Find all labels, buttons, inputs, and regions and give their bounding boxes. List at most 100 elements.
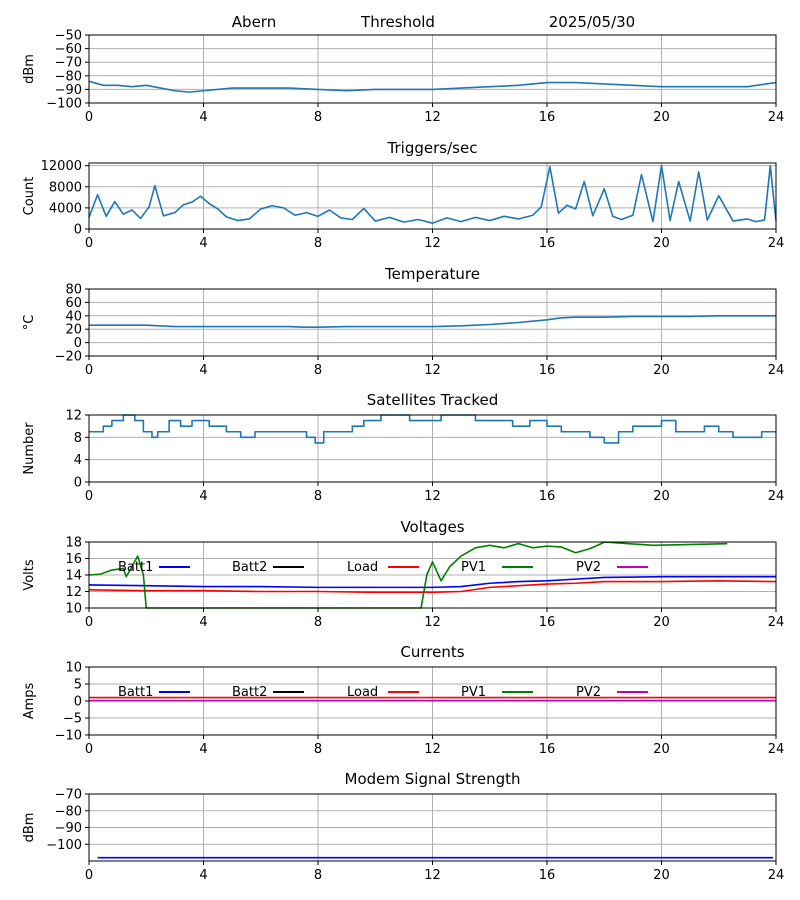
- panel3-ytick-label-3: 40: [65, 309, 82, 324]
- panel2-ylabel: Count: [22, 177, 37, 216]
- panel6-ytick-label-1: −5: [63, 712, 82, 727]
- panel1-xtick-label-5: 20: [653, 110, 670, 125]
- panel6-xtick-label-1: 4: [199, 742, 207, 757]
- panel5-xtick-label-5: 20: [653, 615, 670, 630]
- panel2-ytick-label-0: 0: [74, 223, 82, 238]
- panel6-legend-label-load: Load: [347, 685, 378, 700]
- panel5-series-pv1-line: [88, 541, 728, 609]
- panel6-legend-label-batt2: Batt2: [232, 685, 267, 700]
- panel7-ylabel: dBm: [22, 813, 37, 843]
- panel3-ytick-label-4: 60: [65, 296, 82, 311]
- panel1-ylabel: dBm: [22, 54, 37, 84]
- panel5-ylabel: Volts: [22, 559, 37, 591]
- panel5-series-load-line: [88, 579, 777, 594]
- panel2-xtick-label-2: 8: [314, 236, 322, 251]
- panel7-xtick-label-5: 20: [653, 868, 670, 883]
- panel5-ytick-label-4: 18: [65, 536, 82, 551]
- panel7-xtick-label-3: 12: [424, 868, 441, 883]
- panel6-ytick-label-2: 0: [74, 695, 82, 710]
- panel7-xtick-label-6: 24: [768, 868, 785, 883]
- panel5-legend-label-batt1: Batt1: [118, 560, 153, 575]
- panel1-xtick-label-2: 8: [314, 110, 322, 125]
- panel7-xtick-label-2: 8: [314, 868, 322, 883]
- panel3-ytick-label-2: 20: [65, 323, 82, 338]
- panel2-xtick-label-0: 0: [85, 236, 93, 251]
- panel5-ytick-label-1: 12: [65, 585, 82, 600]
- panel2-ytick-label-3: 12000: [41, 159, 82, 174]
- panel6-title: Currents: [400, 643, 464, 661]
- panel7-ytick-label-0: −100: [46, 838, 82, 853]
- panel4-xtick-label-0: 0: [85, 489, 93, 504]
- panel1-ytick-label-4: −60: [55, 42, 82, 57]
- panel5-legend-label-batt2: Batt2: [232, 560, 267, 575]
- panel2-xtick-label-4: 16: [539, 236, 556, 251]
- panel2-xtick-label-3: 12: [424, 236, 441, 251]
- panel5-title: Voltages: [400, 518, 464, 536]
- panel3-xtick-label-0: 0: [85, 363, 93, 378]
- panel3-xtick-label-3: 12: [424, 363, 441, 378]
- panel1-xtick-label-0: 0: [85, 110, 93, 125]
- panel2-title: Triggers/sec: [387, 139, 478, 157]
- panel5-xtick-label-2: 8: [314, 615, 322, 630]
- header-date: 2025/05/30: [549, 13, 635, 31]
- panel3-xtick-label-2: 8: [314, 363, 322, 378]
- panel6-xtick-label-6: 24: [768, 742, 785, 757]
- panel3-ytick-label-1: 0: [74, 336, 82, 351]
- panel4-ytick-label-0: 0: [74, 476, 82, 491]
- header-mode: Threshold: [360, 13, 435, 31]
- panel7-xtick-label-1: 4: [199, 868, 207, 883]
- panel7-ytick-label-1: −90: [55, 821, 82, 836]
- panel7-title: Modem Signal Strength: [345, 770, 521, 788]
- panel1-xtick-label-1: 4: [199, 110, 207, 125]
- panel6-ytick-label-3: 5: [74, 678, 82, 693]
- panel4-ytick-label-2: 8: [74, 431, 82, 446]
- panel7-xtick-label-4: 16: [539, 868, 556, 883]
- panel5-xtick-label-3: 12: [424, 615, 441, 630]
- panel3-xtick-label-5: 20: [653, 363, 670, 378]
- panel1-ytick-label-3: −70: [55, 56, 82, 71]
- panel6-ytick-label-0: −10: [55, 729, 82, 744]
- panel6-legend-label-pv1: PV1: [461, 685, 486, 700]
- panel1-ytick-label-5: −50: [55, 29, 82, 44]
- panel2-ytick-label-2: 8000: [49, 180, 82, 195]
- panel3-title: Temperature: [384, 265, 480, 283]
- panel5-ytick-label-3: 16: [65, 552, 82, 567]
- panel3-ylabel: °C: [22, 315, 37, 331]
- panel1-ytick-label-1: −90: [55, 83, 82, 98]
- panel3-xtick-label-4: 16: [539, 363, 556, 378]
- panel7-ytick-label-3: −70: [55, 788, 82, 803]
- panel5-ytick-label-2: 14: [65, 569, 82, 584]
- panel6-xtick-label-4: 16: [539, 742, 556, 757]
- panel3-ytick-label-0: −20: [55, 350, 82, 365]
- panel1-xtick-label-4: 16: [539, 110, 556, 125]
- panel5-xtick-label-6: 24: [768, 615, 785, 630]
- panel5-legend-label-pv1: PV1: [461, 560, 486, 575]
- panel3-xtick-label-6: 24: [768, 363, 785, 378]
- panel1-xtick-label-6: 24: [768, 110, 785, 125]
- panel2-series-data-line: [88, 164, 777, 224]
- panel4-ylabel: Number: [22, 422, 37, 475]
- panel4-xtick-label-4: 16: [539, 489, 556, 504]
- panel6-legend-label-pv2: PV2: [576, 685, 601, 700]
- panel5-xtick-label-0: 0: [85, 615, 93, 630]
- panel2-xtick-label-5: 20: [653, 236, 670, 251]
- panel6-xtick-label-3: 12: [424, 742, 441, 757]
- panel4-xtick-label-2: 8: [314, 489, 322, 504]
- panel1-xtick-label-3: 12: [424, 110, 441, 125]
- panel3-ytick-label-5: 80: [65, 283, 82, 298]
- panel5-series-batt1-line: [88, 575, 776, 589]
- panel4-ytick-label-1: 4: [74, 453, 82, 468]
- panel5-xtick-label-1: 4: [199, 615, 207, 630]
- panel5-legend-label-load: Load: [347, 560, 378, 575]
- panel1-ytick-label-2: −80: [55, 69, 82, 84]
- panel4-ytick-label-3: 12: [65, 409, 82, 424]
- panel2-xtick-label-6: 24: [768, 236, 785, 251]
- panel4-xtick-label-3: 12: [424, 489, 441, 504]
- panel7-ytick-label-2: −80: [55, 804, 82, 819]
- panel6-ytick-label-4: 10: [65, 661, 82, 676]
- panel6-legend-label-batt1: Batt1: [118, 685, 153, 700]
- panel4-xtick-label-6: 24: [768, 489, 785, 504]
- panel7-xtick-label-0: 0: [85, 868, 93, 883]
